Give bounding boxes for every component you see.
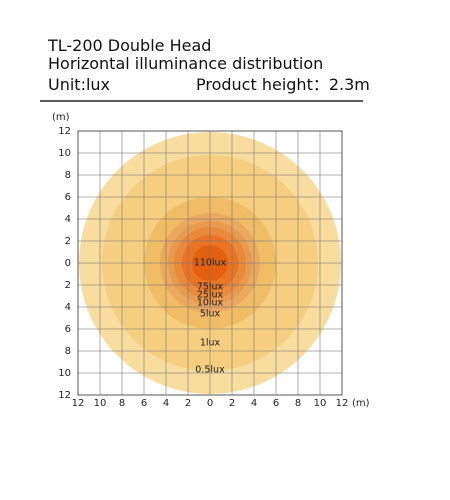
y-tick-label: 2 (65, 236, 71, 247)
contour-label: 75lux (197, 282, 224, 293)
x-tick-label: 2 (229, 398, 235, 409)
x-tick-label: 10 (314, 398, 327, 409)
x-tick-label: 12 (72, 398, 85, 409)
x-tick-label: 2 (185, 398, 191, 409)
contour-label: 1lux (200, 338, 221, 349)
y-unit: (m) (52, 112, 70, 123)
y-tick-label: 8 (65, 346, 71, 357)
contour-label: 5lux (200, 309, 221, 320)
grid (77, 130, 343, 396)
labels: 12 10 8 6 4 2 0 2 4 6 8 10 1212108642024681012(m)(m)… (52, 112, 370, 409)
x-tick-label: 6 (141, 398, 147, 409)
grid-border (77, 130, 343, 396)
x-tick-label: 6 (273, 398, 279, 409)
y-tick-label: 6 (65, 324, 71, 335)
y-tick-label: 8 (65, 170, 71, 181)
x-tick-label: 12 (336, 398, 349, 409)
y-tick-label: 4 (65, 214, 71, 225)
y-tick-label: 6 (65, 192, 71, 203)
x-unit: (m) (352, 398, 370, 409)
x-tick-label: 4 (163, 398, 169, 409)
unit: Unit:lux (48, 75, 110, 94)
y-tick-label: 2 (65, 280, 71, 291)
y-tick-label: 0 (65, 258, 71, 269)
x-tick-label: 10 (94, 398, 107, 409)
x-tick-label: 8 (295, 398, 301, 409)
x-tick-label: 0 (207, 398, 213, 409)
subtitle: Horizontal illuminance distribution (48, 54, 323, 73)
y-tick-label: 10 (58, 368, 71, 379)
x-tick-label: 4 (251, 398, 257, 409)
y-tick-label: 10 (58, 148, 71, 159)
x-tick-label: 8 (119, 398, 125, 409)
y-tick-label: 4 (65, 302, 71, 313)
contour-label: 110lux (194, 258, 227, 269)
title: TL-200 Double Head (47, 36, 211, 55)
contour-label: 0.5lux (195, 365, 225, 376)
y-tick-label: 12 (58, 390, 71, 401)
contour-label: 10lux (197, 298, 224, 309)
product-height: Product height：2.3m (196, 75, 370, 94)
contour-label: 25lux (197, 290, 224, 301)
y-tick-label: 12 (58, 126, 71, 137)
